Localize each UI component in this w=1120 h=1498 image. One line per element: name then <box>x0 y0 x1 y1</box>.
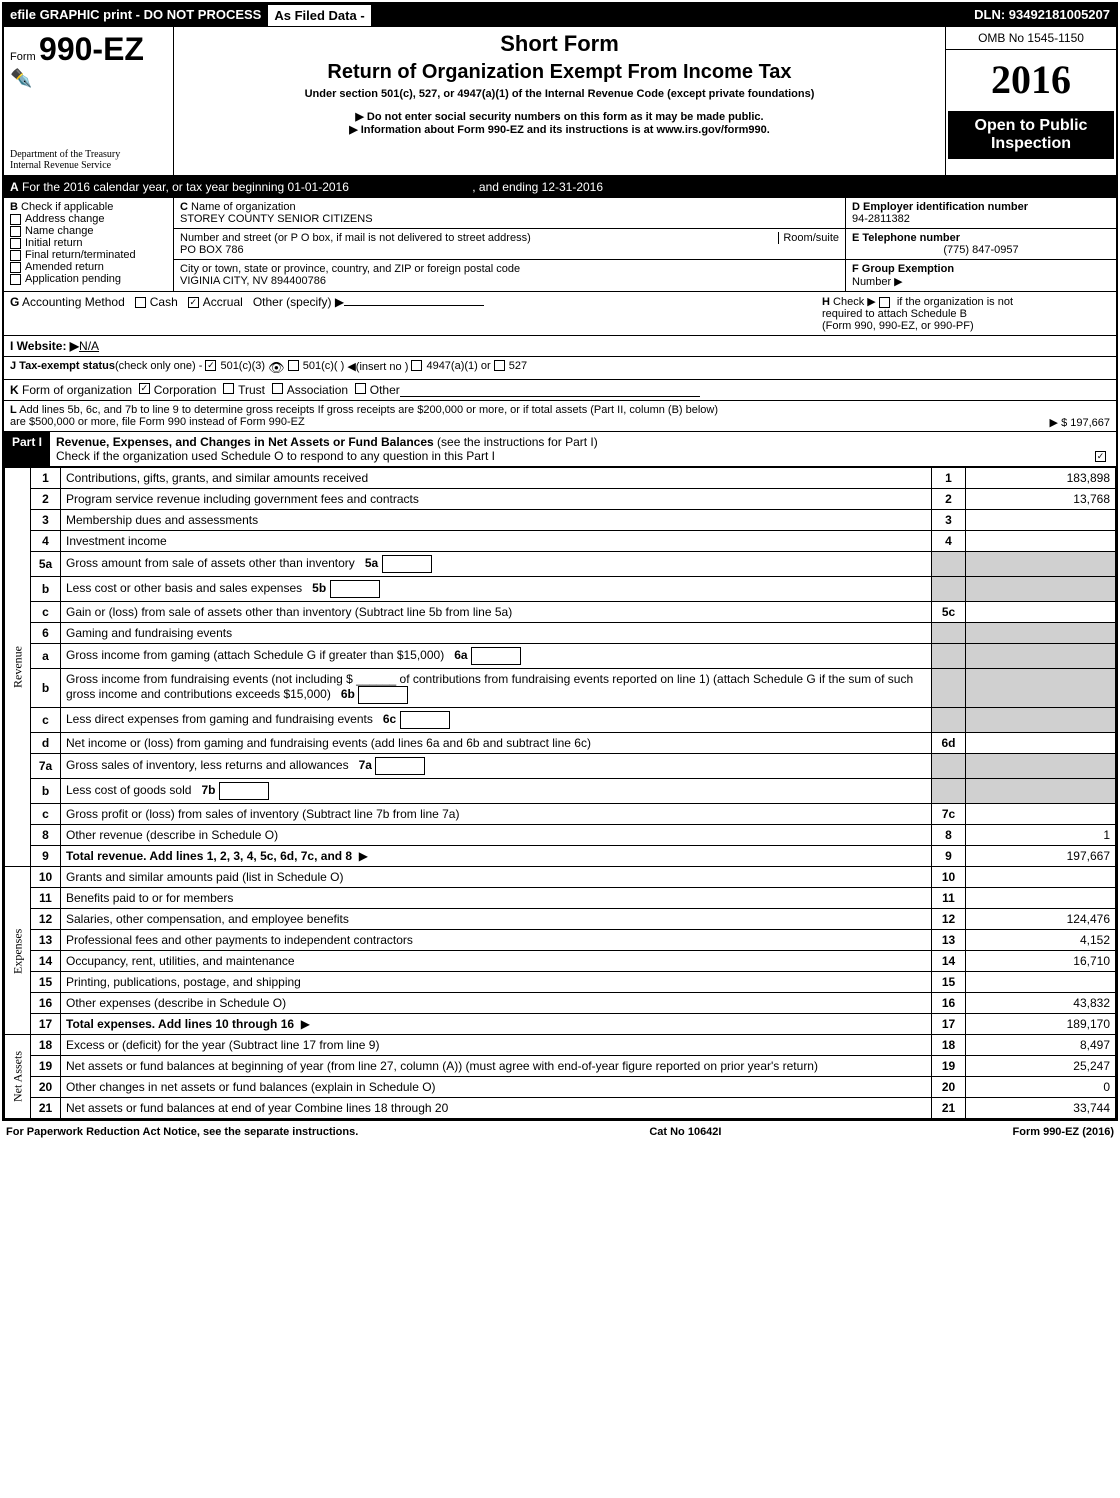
line-g-h: G Accounting Method Cash Accrual Other (… <box>4 292 1116 336</box>
revenue-section-label: Revenue <box>5 468 31 867</box>
checkbox-501c[interactable] <box>288 360 299 371</box>
dept-treasury: Department of the Treasury <box>10 149 167 160</box>
notice-info: ▶ Information about Form 990-EZ and its … <box>184 123 935 136</box>
checkbox-initial-return[interactable] <box>10 238 21 249</box>
form-ref: Form 990-EZ (2016) <box>1013 1126 1114 1138</box>
line-19-amount: 25,247 <box>966 1056 1116 1077</box>
line-i: I Website: ▶ N/A <box>4 336 1116 357</box>
box-def: D Employer identification number 94-2811… <box>846 198 1116 291</box>
notice-ssn: ▶ Do not enter social security numbers o… <box>184 110 935 123</box>
checkbox-final-return[interactable] <box>10 250 21 261</box>
return-title: Return of Organization Exempt From Incom… <box>184 61 935 84</box>
form-prefix: Form <box>10 51 36 63</box>
line-l: L Add lines 5b, 6c, and 7b to line 9 to … <box>4 401 1116 432</box>
part1-header: Part I Revenue, Expenses, and Changes in… <box>4 432 1116 467</box>
phone-label: E Telephone number <box>852 232 960 244</box>
section-subline: Under section 501(c), 527, or 4947(a)(1)… <box>184 88 935 100</box>
checkbox-cash[interactable] <box>135 297 146 308</box>
line-8-amount: 1 <box>966 825 1116 846</box>
irs-label: Internal Revenue Service <box>10 160 167 171</box>
open-to-public: Open to Public Inspection <box>948 111 1114 159</box>
line-k: K Form of organization Corporation Trust… <box>4 380 1116 401</box>
checkbox-trust[interactable] <box>223 383 234 394</box>
line-18-amount: 8,497 <box>966 1035 1116 1056</box>
part1-table: Revenue 1 Contributions, gifts, grants, … <box>4 467 1116 1119</box>
box-c: C Name of organization STOREY COUNTY SEN… <box>174 198 846 291</box>
checkbox-corporation[interactable] <box>139 383 150 394</box>
website-value: N/A <box>79 339 99 353</box>
checkbox-application-pending[interactable] <box>10 274 21 285</box>
org-name: STOREY COUNTY SENIOR CITIZENS <box>180 213 373 225</box>
line-1-amount: 183,898 <box>966 468 1116 489</box>
line-a: A For the 2016 calendar year, or tax yea… <box>4 177 1116 198</box>
org-info-section: B Check if applicable Address change Nam… <box>4 198 1116 292</box>
group-exemption-label: F Group Exemption <box>852 263 954 275</box>
dln-label: DLN: 93492181005207 <box>968 4 1116 27</box>
checkbox-501c3[interactable] <box>205 360 216 371</box>
form-number: 990-EZ <box>39 31 144 67</box>
phone-value: (775) 847-0957 <box>852 244 1110 256</box>
line-2-amount: 13,768 <box>966 489 1116 510</box>
omb-number: OMB No 1545-1150 <box>946 27 1116 50</box>
line-9-total-revenue: 197,667 <box>966 846 1116 867</box>
netassets-section-label: Net Assets <box>5 1035 31 1119</box>
line-13-amount: 4,152 <box>966 930 1116 951</box>
line-21-amount: 33,744 <box>966 1098 1116 1119</box>
checkbox-4947[interactable] <box>411 360 422 371</box>
paperwork-notice: For Paperwork Reduction Act Notice, see … <box>6 1126 358 1138</box>
ein-value: 94-2811382 <box>852 213 910 225</box>
form-container: efile GRAPHIC print - DO NOT PROCESS As … <box>2 2 1118 1121</box>
checkbox-accrual[interactable] <box>188 297 199 308</box>
tax-year: 2016 <box>946 50 1116 109</box>
checkbox-name-change[interactable] <box>10 226 21 237</box>
checkbox-association[interactable] <box>272 383 283 394</box>
short-form-title: Short Form <box>184 31 935 57</box>
checkbox-other-org[interactable] <box>355 383 366 394</box>
cat-no: Cat No 10642I <box>649 1126 721 1138</box>
gross-receipts-amount: ▶ $ 197,667 <box>1050 416 1110 429</box>
line-14-amount: 16,710 <box>966 951 1116 972</box>
form-header: Form 990-EZ ✒️ Department of the Treasur… <box>4 27 1116 177</box>
efile-label: efile GRAPHIC print - DO NOT PROCESS <box>4 4 267 27</box>
box-b: B Check if applicable Address change Nam… <box>4 198 174 291</box>
ein-label: D Employer identification number <box>852 201 1028 213</box>
org-street: PO BOX 786 <box>180 244 244 256</box>
top-bar: efile GRAPHIC print - DO NOT PROCESS As … <box>4 4 1116 27</box>
line-12-amount: 124,476 <box>966 909 1116 930</box>
line-20-amount: 0 <box>966 1077 1116 1098</box>
as-filed-label: As Filed Data - <box>267 4 371 27</box>
checkbox-schedule-b[interactable] <box>879 297 890 308</box>
checkbox-address-change[interactable] <box>10 214 21 225</box>
expenses-section-label: Expenses <box>5 867 31 1035</box>
checkbox-amended-return[interactable] <box>10 262 21 273</box>
org-city: VIGINIA CITY, NV 894400786 <box>180 275 326 287</box>
checkbox-schedule-o-part1[interactable] <box>1095 451 1106 462</box>
checkbox-527[interactable] <box>494 360 505 371</box>
line-j: J Tax-exempt status (check only one) - 5… <box>4 357 1116 380</box>
page-footer: For Paperwork Reduction Act Notice, see … <box>0 1123 1120 1141</box>
line-16-amount: 43,832 <box>966 993 1116 1014</box>
line-17-total-expenses: 189,170 <box>966 1014 1116 1035</box>
